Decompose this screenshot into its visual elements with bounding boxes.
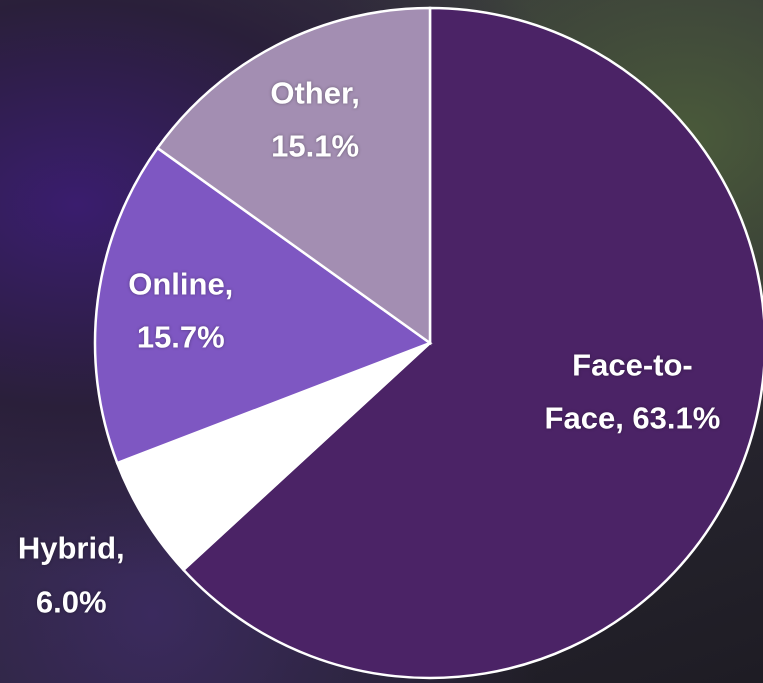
data-label: Other, 15.1% — [270, 75, 360, 164]
pie-slice — [181, 6, 763, 680]
pie-slice — [93, 146, 433, 465]
data-label: Hybrid, 6.0% — [17, 531, 125, 620]
data-label: Face-to-Face, 63.1% — [544, 347, 721, 436]
pie-slice — [115, 341, 431, 572]
pie-slice — [155, 6, 432, 346]
data-label: Online, 15.7% — [128, 266, 234, 356]
